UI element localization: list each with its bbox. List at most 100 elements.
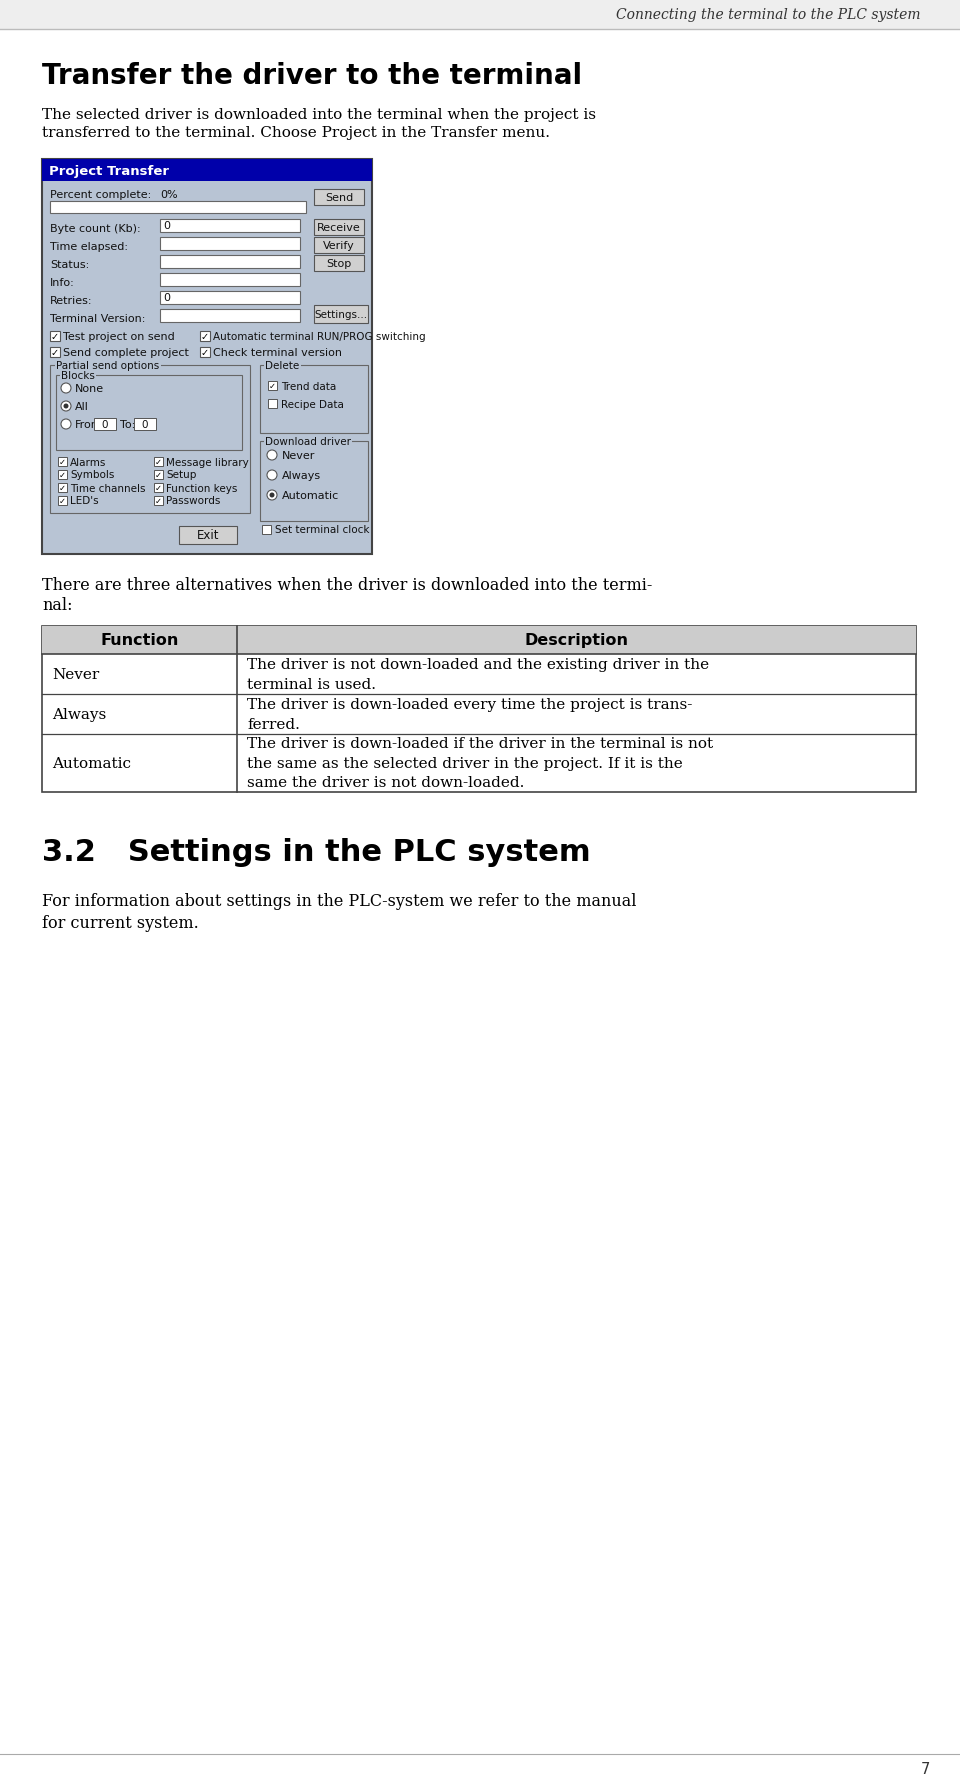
- Bar: [160, 274, 300, 287]
- Bar: [154, 458, 163, 467]
- Text: Recipe Data: Recipe Data: [281, 399, 344, 410]
- Circle shape: [267, 470, 277, 481]
- Bar: [42, 627, 916, 793]
- Bar: [58, 497, 67, 506]
- Text: Alarms: Alarms: [70, 458, 107, 467]
- Text: ✓: ✓: [201, 347, 209, 358]
- Text: ✓: ✓: [51, 347, 60, 358]
- Bar: [314, 237, 364, 253]
- Bar: [134, 419, 156, 431]
- Text: nal:: nal:: [42, 597, 73, 613]
- Text: ✓: ✓: [59, 483, 66, 494]
- Bar: [314, 307, 368, 324]
- Text: Retries:: Retries:: [50, 296, 92, 307]
- Circle shape: [61, 421, 71, 429]
- Bar: [154, 483, 163, 494]
- Text: ✓: ✓: [155, 483, 162, 494]
- Text: All: All: [75, 401, 89, 412]
- Text: Function keys: Function keys: [166, 483, 237, 494]
- Text: The driver is not down-loaded and the existing driver in the
terminal is used.: The driver is not down-loaded and the ex…: [247, 658, 709, 691]
- Bar: [50, 331, 60, 342]
- Bar: [314, 219, 364, 235]
- Bar: [42, 160, 372, 182]
- Text: Percent complete:: Percent complete:: [50, 191, 152, 200]
- Text: None: None: [75, 383, 104, 394]
- Text: LED's: LED's: [70, 495, 99, 506]
- Text: Download driver: Download driver: [265, 437, 351, 447]
- Text: 0%: 0%: [160, 191, 178, 200]
- Circle shape: [267, 451, 277, 462]
- Bar: [94, 419, 116, 431]
- Text: 3.2   Settings in the PLC system: 3.2 Settings in the PLC system: [42, 838, 590, 866]
- Bar: [160, 257, 300, 269]
- Text: 7: 7: [921, 1762, 930, 1777]
- Text: Automatic: Automatic: [52, 757, 131, 770]
- Bar: [154, 497, 163, 506]
- Text: Project Transfer: Project Transfer: [49, 164, 169, 178]
- Text: The selected driver is downloaded into the terminal when the project is
transfer: The selected driver is downloaded into t…: [42, 109, 596, 141]
- Text: Description: Description: [524, 633, 629, 649]
- Text: Test project on send: Test project on send: [63, 331, 175, 342]
- Circle shape: [270, 494, 275, 499]
- Text: ✓: ✓: [155, 458, 162, 467]
- Text: Status:: Status:: [50, 260, 89, 269]
- Bar: [58, 470, 67, 479]
- Text: From:: From:: [75, 421, 107, 429]
- Text: 0: 0: [102, 421, 108, 429]
- Circle shape: [61, 401, 71, 412]
- Bar: [200, 347, 210, 358]
- Bar: [268, 381, 277, 390]
- Bar: [50, 365, 250, 513]
- Text: ✓: ✓: [59, 458, 66, 467]
- Bar: [42, 627, 916, 654]
- Text: ✓: ✓: [51, 331, 60, 342]
- Text: Always: Always: [52, 707, 107, 722]
- Text: 0: 0: [142, 421, 148, 429]
- Text: Automatic terminal RUN/PROG switching: Automatic terminal RUN/PROG switching: [213, 331, 425, 342]
- Circle shape: [267, 490, 277, 501]
- Text: ✓: ✓: [155, 470, 162, 479]
- Bar: [50, 201, 306, 214]
- Text: ✓: ✓: [59, 497, 66, 506]
- Text: Terminal Version:: Terminal Version:: [50, 314, 145, 324]
- Text: Verify: Verify: [324, 241, 355, 251]
- Bar: [314, 191, 364, 207]
- Text: Delete: Delete: [265, 360, 300, 371]
- Text: Receive: Receive: [317, 223, 361, 233]
- Text: Never: Never: [52, 668, 99, 683]
- Text: Exit: Exit: [197, 529, 219, 542]
- Text: Never: Never: [282, 451, 316, 462]
- Bar: [58, 458, 67, 467]
- Bar: [260, 365, 368, 433]
- Bar: [268, 399, 277, 408]
- Text: To:: To:: [120, 421, 135, 429]
- Text: Check terminal version: Check terminal version: [213, 347, 342, 358]
- Text: ✓: ✓: [59, 470, 66, 479]
- Text: Set terminal clock: Set terminal clock: [275, 526, 370, 535]
- Bar: [154, 470, 163, 479]
- Bar: [160, 310, 300, 323]
- Text: Blocks: Blocks: [61, 371, 95, 381]
- Text: Stop: Stop: [326, 258, 351, 269]
- Text: Function: Function: [100, 633, 179, 649]
- Text: 0: 0: [163, 292, 170, 303]
- Text: Time channels: Time channels: [70, 483, 146, 494]
- Text: Time elapsed:: Time elapsed:: [50, 242, 128, 251]
- Text: Setup: Setup: [166, 470, 197, 479]
- Text: Trend data: Trend data: [281, 381, 336, 392]
- Text: For information about settings in the PLC-system we refer to the manual
for curr: For information about settings in the PL…: [42, 893, 636, 932]
- Bar: [262, 526, 271, 535]
- Text: The driver is down-loaded if the driver in the terminal is not
the same as the s: The driver is down-loaded if the driver …: [247, 738, 713, 789]
- Bar: [179, 527, 237, 545]
- Bar: [50, 347, 60, 358]
- Text: The driver is down-loaded every time the project is trans-
ferred.: The driver is down-loaded every time the…: [247, 699, 692, 731]
- Bar: [56, 376, 242, 451]
- Text: Automatic: Automatic: [282, 490, 339, 501]
- Text: Message library: Message library: [166, 458, 249, 467]
- Text: There are three alternatives when the driver is downloaded into the termi-: There are three alternatives when the dr…: [42, 577, 653, 593]
- Circle shape: [63, 405, 68, 410]
- Text: Settings...: Settings...: [315, 310, 368, 319]
- Text: Connecting the terminal to the PLC system: Connecting the terminal to the PLC syste…: [615, 7, 920, 21]
- Text: Transfer the driver to the terminal: Transfer the driver to the terminal: [42, 62, 582, 89]
- Bar: [200, 331, 210, 342]
